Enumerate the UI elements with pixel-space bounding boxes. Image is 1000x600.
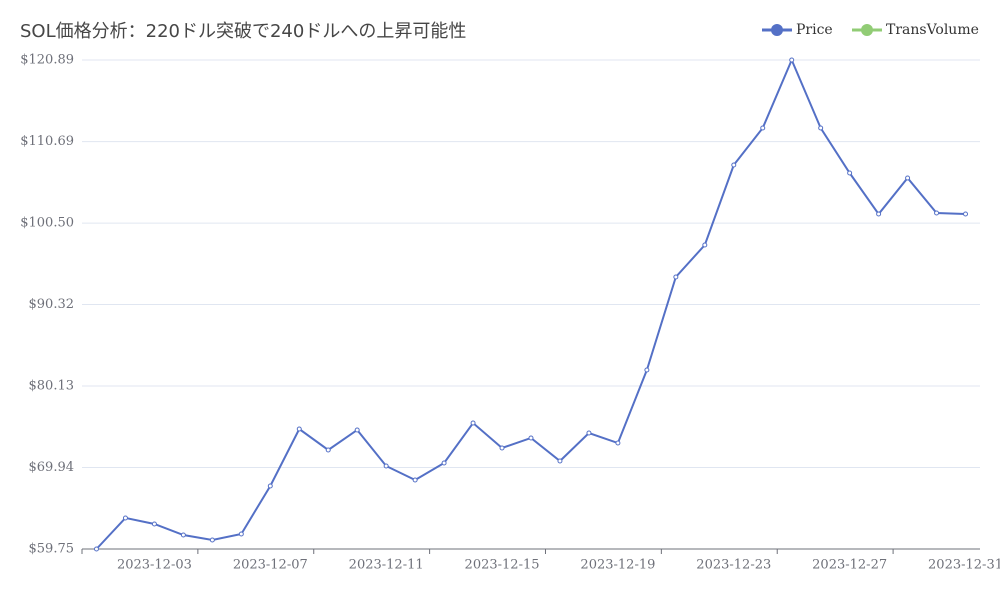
legend-label: TransVolume	[886, 22, 979, 38]
x-tick-label: 2023-12-07	[233, 558, 308, 573]
point	[412, 477, 418, 483]
x-tick-label: 2023-12-11	[349, 558, 424, 573]
legend-marker	[771, 24, 783, 36]
y-tick-label: $80.13	[29, 379, 75, 394]
point	[325, 447, 331, 453]
x-tick-label: 2023-12-03	[117, 558, 192, 573]
point	[905, 175, 911, 181]
point	[383, 463, 389, 469]
point	[296, 426, 302, 432]
point	[963, 211, 969, 217]
point	[673, 274, 679, 280]
point	[731, 162, 737, 168]
point	[760, 125, 766, 131]
y-tick-label: $69.94	[29, 460, 75, 475]
point	[122, 515, 128, 521]
point	[876, 211, 882, 217]
point	[644, 367, 650, 373]
point	[847, 170, 853, 176]
legend-marker	[861, 24, 873, 36]
point	[586, 430, 592, 436]
x-tick-label: 2023-12-23	[696, 558, 771, 573]
point	[267, 483, 273, 489]
x-tick-label: 2023-12-31	[928, 558, 1000, 573]
point	[934, 210, 940, 216]
y-tick-label: $110.69	[20, 134, 74, 149]
chart-title: SOL価格分析：220ドル突破で240ドルへの上昇可能性	[20, 21, 466, 42]
y-tick-label: $59.75	[29, 542, 75, 557]
x-tick-label: 2023-12-15	[465, 558, 540, 573]
point	[93, 546, 99, 552]
point	[441, 460, 447, 466]
legend-label: Price	[796, 22, 833, 38]
point	[180, 532, 186, 538]
y-tick-label: $90.32	[29, 297, 75, 312]
point	[470, 420, 476, 426]
y-tick-label: $100.50	[20, 216, 74, 231]
point	[209, 537, 215, 543]
point	[354, 427, 360, 433]
point	[702, 242, 708, 248]
x-tick-label: 2023-12-27	[812, 558, 887, 573]
x-tick-label: 2023-12-19	[580, 558, 655, 573]
point	[557, 458, 563, 464]
point	[818, 125, 824, 131]
y-tick-label: $120.89	[20, 53, 74, 68]
point	[238, 531, 244, 537]
point	[615, 440, 621, 446]
point	[151, 521, 157, 527]
point	[499, 445, 505, 451]
point	[789, 57, 795, 63]
point	[528, 435, 534, 441]
